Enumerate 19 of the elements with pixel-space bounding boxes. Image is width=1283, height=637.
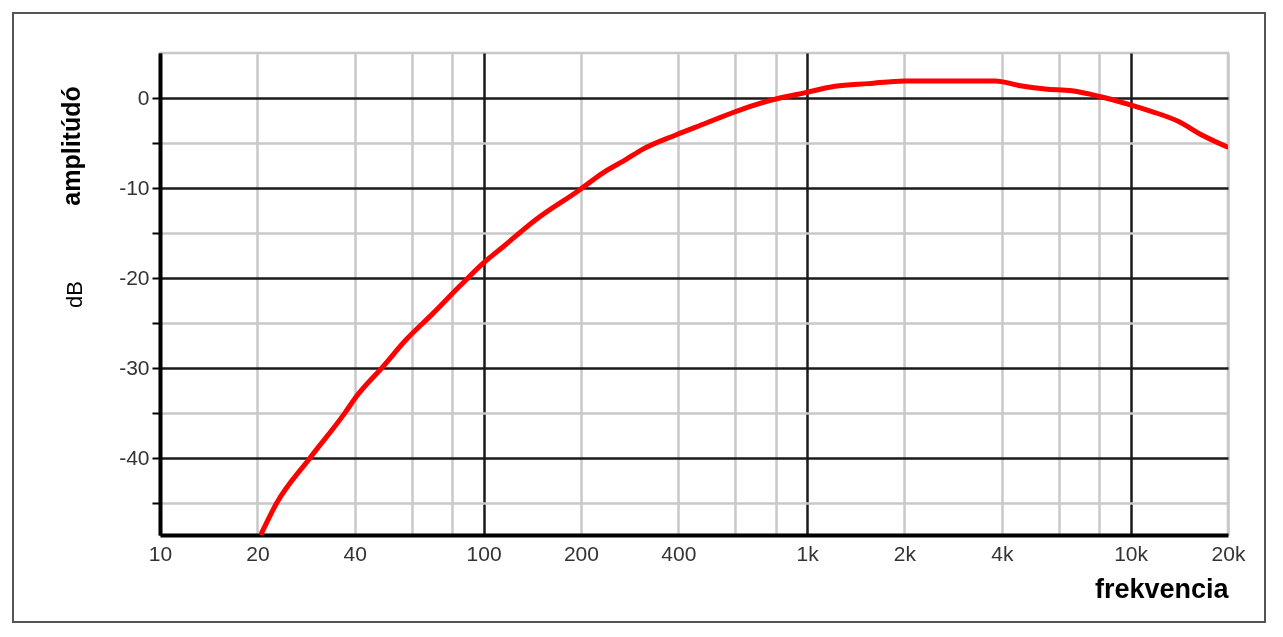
- text: amplitúdó: [57, 86, 85, 206]
- y-tick-label: 0: [137, 85, 150, 109]
- x-axis-title: frekvencia: [1094, 573, 1230, 604]
- x-tick-label: 100: [466, 541, 502, 565]
- x-tick-label: 200: [563, 541, 599, 565]
- y-tick-label: -30: [119, 355, 150, 379]
- y-axis-title: dB: [62, 281, 88, 308]
- y-tick-label: -40: [119, 445, 150, 469]
- x-tick-label: 10: [148, 541, 173, 565]
- x-tick-label: 400: [661, 541, 697, 565]
- x-tick-label: 2k: [893, 541, 917, 565]
- x-tick-label: 20: [246, 541, 270, 565]
- y-tick-label: -10: [119, 175, 150, 199]
- x-tick-label: 1k: [796, 541, 820, 565]
- x-tick-label: 10k: [1114, 541, 1149, 565]
- x-tick-label: 40: [343, 541, 367, 565]
- x-tick-label: 4k: [991, 541, 1014, 565]
- y-tick-label: -20: [119, 265, 150, 289]
- x-tick-label: 20k: [1211, 541, 1246, 565]
